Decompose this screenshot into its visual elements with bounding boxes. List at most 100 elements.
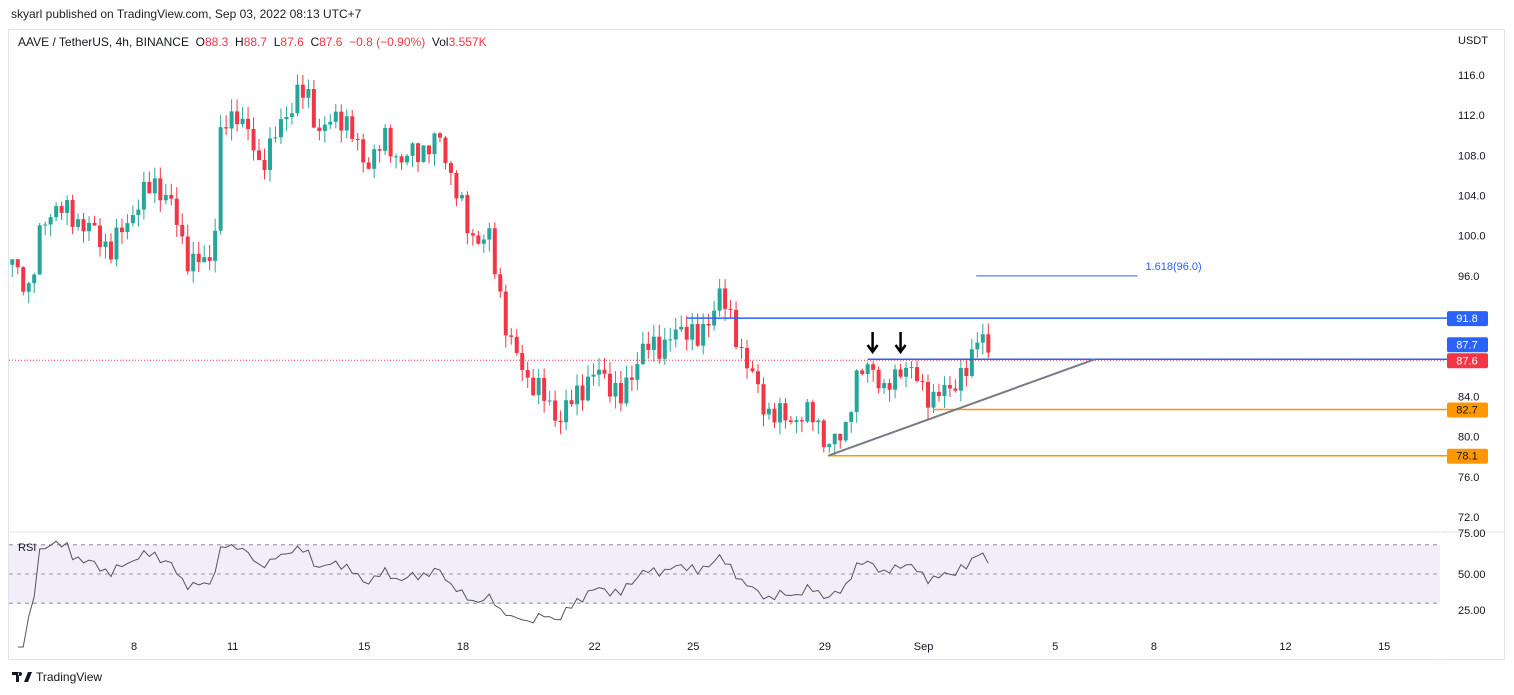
candle-body [953, 388, 958, 391]
price-tick-label: 84.0 [1458, 391, 1479, 403]
candle-body [761, 384, 766, 415]
candle-body [284, 117, 289, 120]
candle-body [366, 162, 371, 169]
candle-body [21, 267, 26, 292]
price-label-text: 82.7 [1456, 404, 1477, 416]
candle-body [717, 288, 722, 311]
candle-body [525, 370, 530, 378]
candle-body [10, 259, 15, 265]
candle-body [679, 326, 684, 330]
candle-body [185, 236, 190, 272]
candle-body [810, 402, 815, 423]
candle-body [629, 377, 634, 380]
candle-body [586, 376, 591, 401]
candle-body [98, 225, 103, 247]
time-tick-label: Sep [914, 641, 934, 653]
candle-body [487, 228, 492, 240]
candle-body [805, 402, 810, 422]
candle-body [591, 374, 596, 377]
candle-body [734, 309, 739, 347]
candle-body [476, 235, 481, 244]
price-label-badge [1447, 448, 1488, 464]
candle-body [580, 385, 585, 401]
candle-body [547, 400, 552, 402]
high-label: H [235, 35, 244, 49]
candle-body [931, 391, 936, 408]
candle-body [32, 274, 37, 284]
candle-body [690, 324, 695, 340]
candle-body [383, 127, 388, 151]
candle-body [816, 420, 821, 423]
candle-body [607, 373, 612, 397]
candle-body [646, 343, 651, 350]
time-tick-label: 15 [358, 641, 370, 653]
candle-body [322, 124, 327, 131]
price-label-badge [1447, 402, 1488, 418]
candle-body [48, 217, 53, 225]
candle-body [240, 118, 245, 125]
candle-body [459, 195, 464, 199]
candle-body [558, 420, 563, 423]
candle-body [893, 369, 898, 390]
candle-body [70, 200, 75, 227]
symbol-name[interactable]: AAVE / TetherUS, 4h, BINANCE [18, 35, 189, 49]
time-tick-label: 8 [1151, 641, 1157, 653]
time-tick-label: 8 [131, 641, 137, 653]
candle-body [799, 420, 804, 422]
low-label: L [273, 35, 281, 49]
candle-body [640, 343, 645, 365]
candle-body [871, 364, 876, 370]
candle-body [158, 178, 163, 201]
price-label-text: 78.1 [1456, 451, 1477, 463]
candle-body [651, 336, 656, 350]
open-value: 88.3 [204, 35, 229, 49]
time-tick-label: 11 [227, 641, 238, 653]
candle-body [728, 308, 733, 310]
candle-body [750, 368, 755, 372]
candle-body [465, 195, 470, 234]
candle-body [509, 335, 514, 337]
candle-body [421, 145, 426, 162]
candle-body [218, 127, 223, 231]
candle-body [596, 369, 601, 375]
candle-body [443, 137, 448, 164]
candle-body [410, 143, 415, 156]
candle-body [925, 382, 930, 408]
candle-body [136, 209, 141, 216]
candle-body [887, 383, 892, 390]
candle-body [333, 111, 338, 122]
candle-body [964, 368, 969, 376]
price-tick-label: 76.0 [1458, 472, 1479, 484]
candle-body [794, 420, 799, 423]
candle-body [355, 138, 360, 140]
candle-body [860, 370, 865, 375]
tradingview-logo[interactable]: TradingView [12, 670, 102, 684]
candle-body [843, 421, 848, 441]
price-label-text: 91.8 [1456, 313, 1477, 325]
candle-body [152, 178, 157, 194]
candle-body [865, 364, 870, 375]
candle-body [481, 239, 486, 244]
price-label-badge [1447, 311, 1488, 327]
candle-body [372, 149, 377, 169]
candle-body [624, 377, 629, 404]
candle-body [267, 138, 272, 171]
rsi-line [17, 540, 989, 648]
candle-body [76, 219, 81, 227]
rsi-tick-label: 75.00 [1458, 528, 1486, 540]
candle-body [915, 367, 920, 381]
candle-body [289, 113, 294, 118]
candle-body [103, 241, 108, 247]
candle-body [295, 84, 300, 114]
price-tick-label: 96.0 [1458, 271, 1479, 283]
tradingview-logo-icon [12, 672, 32, 682]
candle-body [207, 257, 212, 261]
rsi-label: RSI [18, 542, 36, 554]
candle-body [602, 369, 607, 374]
candle-body [668, 339, 673, 341]
candle-body [328, 121, 333, 125]
candle-body [180, 224, 185, 237]
candle-body [536, 377, 541, 396]
